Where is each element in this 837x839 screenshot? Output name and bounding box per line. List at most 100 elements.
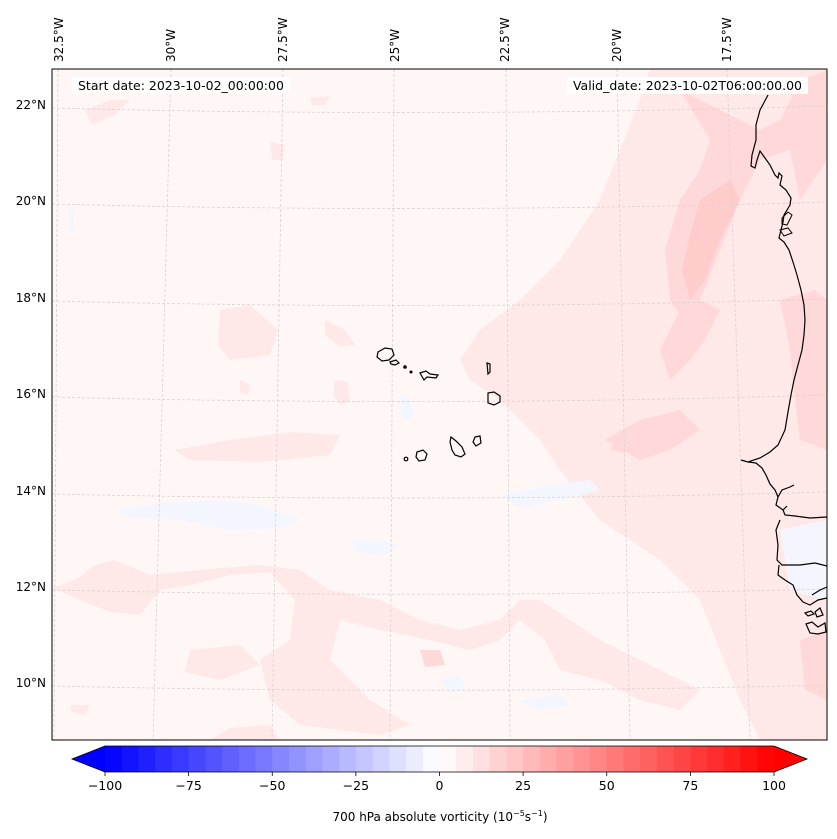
contour-patch xyxy=(325,320,355,347)
vorticity-contour-5-10 xyxy=(52,69,827,740)
lat-label: 16°N xyxy=(15,387,46,401)
colorbar-bin xyxy=(188,746,206,772)
colorbar-tick-label: 25 xyxy=(515,778,532,793)
contour-patch xyxy=(175,432,340,462)
contour-patch xyxy=(240,380,250,395)
contour-patch xyxy=(780,290,827,450)
lat-label: 14°N xyxy=(15,484,46,498)
gridline-lon xyxy=(152,69,172,740)
contour-patch xyxy=(520,695,570,710)
colorbar-extend-high xyxy=(774,746,807,772)
island-bijagos-3 xyxy=(805,621,827,635)
gridline-lon xyxy=(271,69,284,740)
units-close: ) xyxy=(542,810,548,824)
contour-patch xyxy=(800,630,827,700)
contour-patch xyxy=(210,725,280,740)
lat-label: 22°N xyxy=(15,98,46,112)
units-exponent: −5 xyxy=(512,809,525,818)
contour-patch xyxy=(218,305,278,360)
contour-patch xyxy=(85,100,130,125)
colorbar-bin xyxy=(539,746,558,772)
colorbar-bin xyxy=(288,746,307,772)
contour-patch xyxy=(52,560,700,735)
lat-label: 20°N xyxy=(15,194,46,208)
colorbar-bin xyxy=(506,746,524,772)
colorbar-bin xyxy=(740,746,758,772)
colorbar-bin xyxy=(205,746,223,772)
island-fogo xyxy=(415,449,428,462)
colorbar-bin xyxy=(690,746,708,772)
gridline-lat xyxy=(52,298,827,306)
colorbar-bin xyxy=(355,746,374,772)
coastline-gambia xyxy=(775,484,827,519)
island-sal xyxy=(486,362,491,376)
colorbar-bin xyxy=(472,746,491,772)
african-coastline xyxy=(740,94,827,635)
map-frame xyxy=(51,68,828,741)
colorbar-bin xyxy=(389,746,407,772)
island-santa-luzia xyxy=(403,365,407,369)
cape-verde-islands xyxy=(376,347,501,462)
coastline-mauritania-senegal xyxy=(740,94,806,498)
vorticity-contour-15-20 xyxy=(682,180,740,300)
colorbar-tick-label: 0 xyxy=(435,778,444,793)
colorbar-bin xyxy=(406,746,424,772)
island-bijagos-2 xyxy=(814,607,824,618)
island-boa-vista xyxy=(487,391,501,406)
colorbar-bin xyxy=(757,746,775,772)
colorbar-tick-label: −50 xyxy=(259,778,286,793)
colorbar-bin xyxy=(171,746,190,772)
colorbar-bin xyxy=(439,746,457,772)
gridline-lat xyxy=(52,105,827,113)
contour-patch xyxy=(68,208,75,235)
island-raso xyxy=(409,370,413,374)
units-exponent: −1 xyxy=(531,809,543,818)
colorbar-tick-label: −25 xyxy=(342,778,370,793)
colorbar-bin xyxy=(623,746,641,772)
colorbar-bin xyxy=(238,746,257,772)
island-sao-vicente xyxy=(389,359,401,366)
colorbar-bin xyxy=(305,746,323,772)
contour-patch xyxy=(460,69,827,740)
colorbar-tick-label: −100 xyxy=(87,778,123,793)
contour-patch xyxy=(310,96,330,105)
gridline-lon xyxy=(53,69,59,740)
contour-patch xyxy=(780,520,827,600)
colorbar-bin xyxy=(489,746,507,772)
colorbar-bin xyxy=(121,746,139,772)
contour-patch xyxy=(500,480,600,508)
island-brava xyxy=(403,456,409,462)
lat-label: 10°N xyxy=(15,676,46,690)
gridline-lon xyxy=(389,69,395,740)
gridline-lat xyxy=(52,201,827,209)
colorbar-bin xyxy=(707,746,725,772)
colorbar xyxy=(70,745,809,776)
colorbar-bin xyxy=(606,746,624,772)
colorbar-bin xyxy=(322,746,340,772)
contour-patch xyxy=(682,180,740,300)
gridline-lat xyxy=(52,394,827,402)
colorbar-tick-label: 75 xyxy=(682,778,699,793)
units-s: s xyxy=(524,810,532,824)
gridline-lon xyxy=(726,69,751,740)
colorbar-bin xyxy=(573,746,591,772)
colorbar-bin xyxy=(523,746,541,772)
gridline-lat xyxy=(52,491,827,499)
contour-patch xyxy=(440,675,465,693)
contour-patch xyxy=(420,650,445,667)
colorbar-bin xyxy=(723,746,742,772)
colorbar-label: 700 hPa absolute vorticity (10−5s−1) xyxy=(332,809,547,824)
colorbar-bin xyxy=(339,746,357,772)
colorbar-tick-label: 100 xyxy=(762,778,786,793)
island-santiago xyxy=(449,435,466,458)
lat-label: 18°N xyxy=(15,291,46,305)
island-bijagos-1 xyxy=(803,610,816,617)
island-arguin xyxy=(781,211,793,226)
contour-patch xyxy=(70,705,90,715)
gridline-lat xyxy=(52,684,827,691)
island-santo-antao xyxy=(376,347,395,362)
colorbar-bin xyxy=(105,746,123,772)
contour-patch xyxy=(270,142,285,160)
gridline-lat xyxy=(52,588,827,595)
